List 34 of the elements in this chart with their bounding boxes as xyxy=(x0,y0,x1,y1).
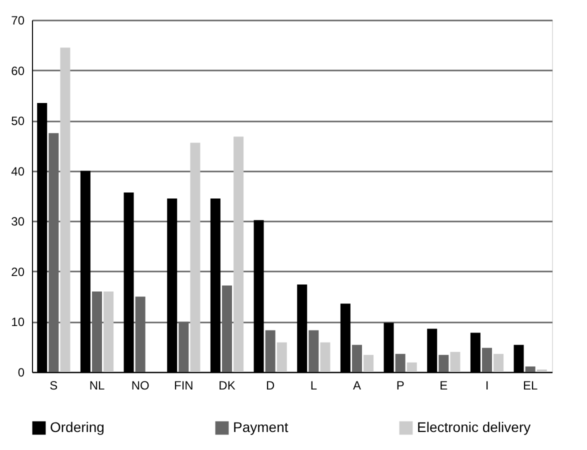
x-tick-label: EL xyxy=(522,378,538,392)
x-tick-label: DK xyxy=(218,378,236,392)
bar xyxy=(190,142,200,372)
bar xyxy=(276,342,287,372)
x-tick-label: NL xyxy=(89,378,105,392)
bar xyxy=(104,292,114,372)
x-tick-label: E xyxy=(440,378,448,392)
y-tick-label: 70 xyxy=(11,14,25,28)
y-tick-label: 60 xyxy=(11,64,25,78)
y-tick-label: 20 xyxy=(11,264,25,279)
y-tick-label: 10 xyxy=(11,315,25,330)
x-tick-label: S xyxy=(50,378,58,392)
legend-label: Electronic delivery xyxy=(417,419,531,435)
x-tick-label: FIN xyxy=(174,378,194,392)
bar xyxy=(406,362,417,372)
x-tick-label: NO xyxy=(131,378,150,392)
y-tick-label: 0 xyxy=(18,366,25,380)
x-tick-label: D xyxy=(266,378,275,392)
y-tick-label: 50 xyxy=(11,114,25,128)
legend-label: Payment xyxy=(233,419,288,435)
y-tick-label: 30 xyxy=(11,214,25,229)
y-tick-label: 40 xyxy=(11,164,25,178)
x-tick-label: I xyxy=(485,378,489,392)
bar xyxy=(60,48,70,372)
bar xyxy=(536,369,547,372)
x-tick-label: L xyxy=(310,378,318,392)
legend-label: Ordering xyxy=(50,419,104,435)
x-tick-label: P xyxy=(396,378,404,392)
x-tick-label: A xyxy=(352,378,362,392)
bar xyxy=(234,136,244,372)
bar xyxy=(494,354,504,372)
bar xyxy=(450,352,460,372)
bar xyxy=(320,342,330,372)
bar xyxy=(364,354,374,372)
